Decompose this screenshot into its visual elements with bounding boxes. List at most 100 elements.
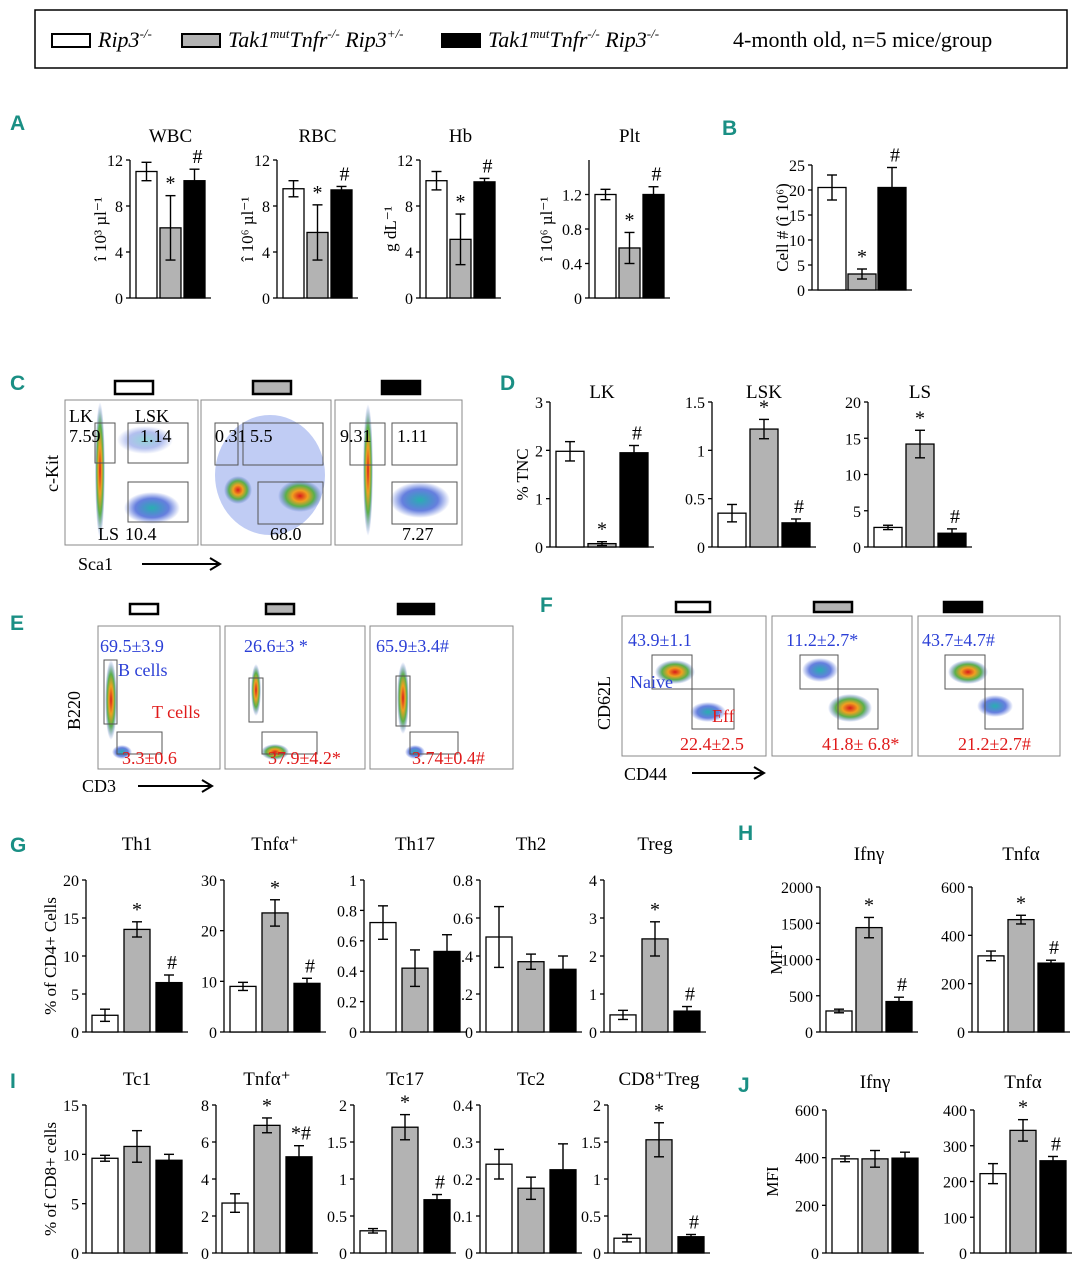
chart-tick-label-d-ls: 0 (853, 540, 861, 557)
panel-letter-f: F (540, 594, 553, 617)
chart-significance-mark-d-lsk: * (759, 396, 769, 418)
chart-bar-i-tnfa (285, 1156, 313, 1254)
chart-tick-label-a-wbc: 12 (107, 153, 123, 170)
chart-title-h-tnfa: Tnfα (1002, 844, 1039, 865)
flow-e-plot-1: 69.5±3.9 B cells T cells 3.3±0.6 (97, 625, 221, 770)
chart-title-i-cd8treg: CD8⁺Treg (618, 1069, 700, 1090)
panel-letter-e: E (10, 612, 24, 635)
chart-ylabel-a-wbc: î 10³ µl⁻¹ (91, 197, 110, 262)
flow-e-header-ko (396, 602, 436, 616)
chart-ylabel-i-tc1: % of CD8+ cells (41, 1122, 60, 1236)
chart-tick-label-i-tnfa: 4 (201, 1172, 209, 1189)
chart-tick-label-d-lk: 0 (535, 540, 543, 557)
flow-c-plot-1: LK LSK 7.59 1.14 LS 10.4 (64, 399, 199, 546)
chart-tick-label-i-tc2: 0.3 (453, 1135, 473, 1152)
flow-c-plot-3-lk-value: 9.31 (340, 426, 372, 446)
chart-significance-mark-i-tnfa: *# (291, 1123, 311, 1145)
flow-e-tcells-label: T cells (152, 702, 200, 722)
chart-tick-label-g-th1: 10 (63, 949, 79, 966)
chart-bar-h-ifng (825, 1010, 853, 1033)
chart-significance-mark-a-wbc: * (166, 173, 176, 195)
chart-tick-label-g-th17: 0.2 (337, 995, 357, 1012)
chart-tick-label-a-wbc: 0 (115, 291, 123, 308)
chart-tick-label-j-ifng: 0 (811, 1246, 819, 1263)
chart-title-a-wbc: WBC (149, 126, 192, 147)
flow-f-plot-2-frame (771, 615, 913, 757)
chart-bar-d-lk (555, 450, 585, 548)
chart-tick-label-b: 0 (797, 283, 805, 300)
legend-note: 4-month old, n=5 mice/group (733, 27, 992, 52)
chart-title-i-tc1: Tc1 (123, 1069, 151, 1090)
chart-significance-mark-b: * (857, 246, 867, 268)
chart-bar-i-cd8treg (645, 1139, 673, 1254)
legend-swatch-rip3 (51, 33, 91, 48)
chart-tick-label-h-ifng: 1500 (781, 916, 813, 933)
flow-f-plot-1-naive-value: 43.9±1.1 (628, 630, 692, 650)
chart-significance-mark-i-cd8treg: # (689, 1212, 699, 1234)
flow-e-plot-1-gate-b (103, 659, 118, 725)
flow-c-plot-1-gate-ls (127, 481, 189, 523)
chart-ylabel-d-lk: % TNC (513, 448, 532, 500)
chart-significance-mark-g-treg: * (650, 899, 660, 921)
flow-f-plot-2-population (828, 694, 872, 722)
panel-letter-j: J (738, 1074, 750, 1097)
flow-f-plot-3-frame (917, 615, 1061, 757)
flow-e-plot-1-t-value: 3.3±0.6 (122, 748, 177, 768)
chart-tick-label-g-th1: 20 (63, 873, 79, 890)
chart-tick-label-d-lsk: 1 (697, 443, 705, 460)
flow-f-plot-1-gate-eff (691, 688, 735, 730)
flow-f-naive-label: Naive (630, 672, 673, 692)
chart-significance-mark-a-wbc: # (193, 146, 203, 168)
chart-bar-a-plt (594, 193, 617, 299)
flow-c-gate-label-lk: LK (69, 406, 93, 426)
chart-tick-label-a-hb: 12 (397, 153, 413, 170)
chart-tick-label-i-tc1: 10 (63, 1147, 79, 1164)
chart-significance-mark-d-ls: * (915, 407, 925, 429)
chart-tick-label-a-hb: 4 (405, 245, 413, 262)
chart-bar-j-tnfa (979, 1172, 1007, 1254)
chart-tick-label-g-treg: 3 (589, 911, 597, 928)
chart-bar-g-tnfa (261, 912, 289, 1033)
chart-bar-i-cd8treg (677, 1236, 705, 1254)
flow-e-axis-arrowhead (201, 779, 214, 793)
chart-ylabel-a-rbc: î 10⁶ µl⁻¹ (238, 197, 257, 263)
flow-c-plot-1-population (95, 402, 105, 538)
chart-tick-label-i-tc17: 1 (339, 1172, 347, 1189)
chart-significance-mark-a-rbc: # (340, 163, 350, 185)
chart-tick-label-j-ifng: 600 (795, 1103, 819, 1120)
chart-tick-label-g-tnfa: 10 (201, 974, 217, 991)
chart-significance-mark-d-lk: # (632, 423, 642, 445)
chart-bar-g-tnfa (293, 982, 321, 1033)
chart-tick-label-h-ifng: 2000 (781, 880, 813, 897)
flow-e-plot-3-frame (369, 625, 514, 770)
chart-title-i-tnfa: Tnfα⁺ (243, 1069, 290, 1090)
chart-tick-label-g-th2: 0.2 (453, 987, 473, 1004)
chart-tick-label-i-tnfa: 8 (201, 1098, 209, 1115)
flow-c-plot-2-gate-lsk (242, 422, 324, 466)
chart-tick-label-b: 25 (789, 158, 805, 175)
flow-c-plot-3-population (363, 404, 373, 536)
chart-bar-d-ls (873, 526, 903, 548)
chart-bar-a-hb (473, 181, 496, 299)
flow-c-plot-3-lsk-value: 1.11 (397, 426, 428, 446)
chart-significance-mark-a-rbc: * (313, 182, 323, 204)
chart-tick-label-i-tc2: 0.1 (453, 1209, 473, 1226)
chart-significance-mark-d-lk: * (597, 519, 607, 541)
flow-c-plot-2-lsk-value: 5.5 (250, 426, 273, 446)
flow-e-plot-2: 26.6±3 * 37.9±4.2* (224, 625, 366, 770)
chart-tick-label-a-plt: 0.4 (562, 257, 582, 274)
flow-f-plot-3-population (948, 660, 988, 684)
chart-bar-h-tnfa (1037, 962, 1065, 1033)
flow-c-plot-2-gate-ls (257, 481, 324, 525)
chart-bar-i-tc17 (359, 1230, 387, 1254)
chart-title-i-tc2: Tc2 (517, 1069, 545, 1090)
chart-tick-label-j-tnfa: 200 (943, 1175, 967, 1192)
flow-e-bcells-label: B cells (118, 660, 168, 680)
chart-bar-a-wbc (135, 170, 158, 299)
chart-tick-label-a-hb: 8 (405, 199, 413, 216)
chart-tick-label-d-lk: 3 (535, 395, 543, 412)
flow-f-plot-1-population (690, 702, 726, 722)
chart-tick-label-g-th1: 15 (63, 911, 79, 928)
chart-bar-h-ifng (885, 1000, 913, 1033)
chart-significance-mark-g-th1: * (132, 899, 142, 921)
